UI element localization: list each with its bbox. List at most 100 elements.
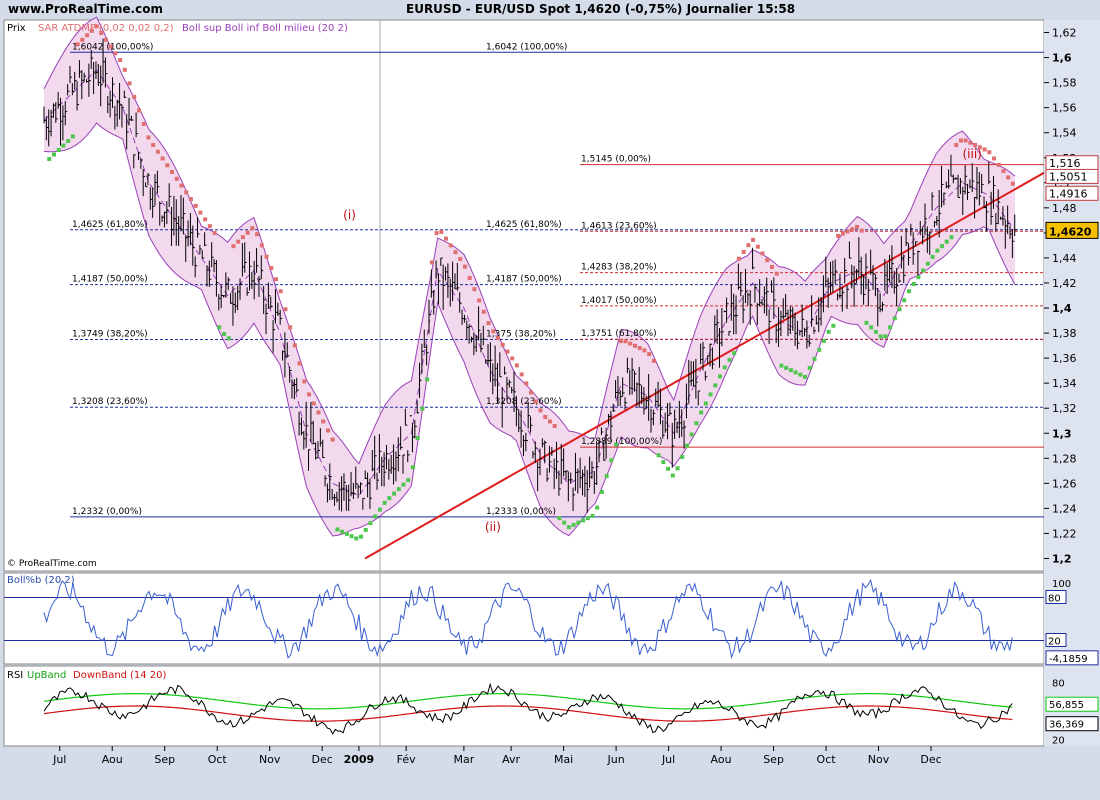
sar-dot — [774, 271, 779, 276]
bollb-tick-100: 100 — [1052, 579, 1071, 590]
sar-dot — [987, 150, 992, 155]
sar-dot — [623, 339, 628, 344]
sar-dot — [996, 162, 1001, 167]
rsi-label: RSI — [7, 670, 23, 681]
sar-dot — [373, 514, 378, 519]
sar-dot — [198, 210, 203, 215]
price-label: Prix — [7, 23, 26, 34]
sar-dot — [302, 379, 307, 384]
sar-dot — [940, 244, 945, 249]
fib-left-0-label: 1,6042 (100,00%) — [72, 42, 153, 52]
fib-left-4-label: 1,3208 (23,60%) — [72, 397, 148, 407]
sar-dot — [396, 487, 401, 492]
boll-legend: Boll sup Boll inf Boll milieu (20 2) — [182, 23, 348, 34]
right-price-box-2 — [1045, 185, 1099, 201]
sar-dot — [316, 410, 321, 415]
bollb-level-label-1: 20 — [1048, 637, 1061, 648]
sar-dot — [855, 224, 860, 229]
y-tick-label: 1,56 — [1052, 102, 1077, 115]
wave-labels: (i) (ii) (iii) — [343, 147, 982, 534]
bollb-last-label: -4,1859 — [1049, 654, 1088, 665]
sar-dot — [349, 534, 354, 539]
bollb-level-label-0: 80 — [1048, 594, 1061, 605]
sar-dot — [359, 534, 364, 539]
sar-dot — [1010, 181, 1015, 186]
sar-dot — [89, 28, 94, 33]
sar-dot — [61, 143, 66, 148]
fib-left-5-label: 1,2332 (0,00%) — [72, 507, 142, 517]
sar-dot — [576, 520, 581, 525]
sar-dot — [297, 361, 302, 366]
sar-dot — [689, 432, 694, 437]
sar-dot — [869, 325, 874, 330]
trendline — [364, 171, 1045, 560]
rsi-right-box-0 — [1045, 696, 1099, 712]
x-tick-label: Mai — [554, 753, 573, 766]
sar-dot — [524, 381, 529, 386]
sar-dot — [481, 309, 486, 314]
sar-dot — [755, 244, 760, 249]
price-bars — [43, 38, 1017, 513]
sar-dot — [340, 529, 345, 534]
sar-dot — [963, 138, 968, 143]
sar-dot — [217, 325, 222, 330]
sar-dot — [732, 351, 737, 356]
y-tick-label: 1,38 — [1052, 327, 1077, 340]
sar-dot — [921, 268, 926, 273]
y-tick-label: 1,42 — [1052, 277, 1077, 290]
fib-mid-label-2: 1,4187 (50,00%) — [486, 275, 562, 285]
sar-dot — [982, 147, 987, 152]
sar-dot — [292, 343, 297, 348]
rsi-tick-3: 20 — [1052, 735, 1065, 746]
sar-dot — [193, 203, 198, 208]
fib-right-3-label: 1,4017 (50,00%) — [581, 296, 657, 306]
sar-dot — [779, 363, 784, 368]
sar-dot — [637, 346, 642, 351]
sar-dot — [231, 244, 236, 249]
fib-right-4-label: 1,3751 (61,80%) — [581, 329, 657, 339]
bollinger-bands — [43, 16, 1016, 537]
y-tick-label: 1,24 — [1052, 502, 1077, 515]
sar-dot — [642, 348, 647, 353]
parabolic-sar — [47, 24, 1015, 541]
sar-dot — [311, 401, 316, 406]
x-tick-label: Mar — [454, 753, 475, 766]
y-tick-label: 1,6 — [1052, 52, 1072, 65]
sar-dot — [821, 338, 826, 343]
last-price-box — [1045, 221, 1099, 239]
fibonacci-levels: 1,6042 (100,00%) 1,4625 (61,80%) 1,4187 (5… — [70, 42, 1044, 518]
y-tick-label: 1,26 — [1052, 477, 1077, 490]
sar-dot — [226, 336, 231, 341]
bollb-level-box-0 — [1045, 590, 1067, 604]
y-tick-label: 1,32 — [1052, 402, 1077, 415]
sar-dot — [562, 520, 567, 525]
fib-left-3-label: 1,3749 (38,20%) — [72, 329, 148, 339]
sar-dot — [146, 135, 151, 140]
sar-dot — [590, 513, 595, 518]
right-price-label-1: 1,5051 — [1049, 170, 1088, 183]
bollinger-middle — [43, 69, 1016, 497]
sar-dot — [325, 428, 330, 433]
sar-dot — [56, 147, 61, 152]
sar-dot — [784, 365, 789, 370]
sar-dot — [486, 321, 491, 326]
y-tick-label: 1,22 — [1052, 527, 1077, 540]
right-axis — [1044, 20, 1100, 746]
sar-dot — [80, 37, 85, 42]
sar-dot — [108, 44, 113, 49]
sar-dot — [51, 152, 56, 157]
sar-dot — [850, 227, 855, 232]
sar-dot — [793, 370, 798, 375]
sar-dot — [278, 289, 283, 294]
sar-dot — [769, 264, 774, 269]
bollinger-lower — [43, 122, 1016, 537]
sar-dot — [255, 232, 260, 237]
sar-dot — [363, 527, 368, 532]
sar-dot — [179, 183, 184, 188]
sar-dot — [330, 437, 335, 442]
sar-dot — [538, 408, 543, 413]
sar-dot — [722, 365, 727, 370]
sar-dot — [132, 94, 137, 99]
sar-dot — [845, 229, 850, 234]
sar-dot — [273, 277, 278, 282]
